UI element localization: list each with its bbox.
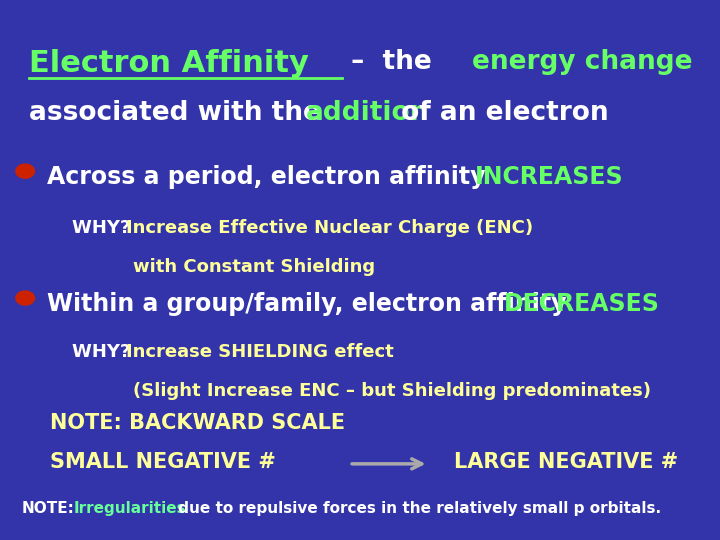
Text: Irregularities: Irregularities bbox=[73, 501, 186, 516]
Text: WHY?: WHY? bbox=[72, 219, 137, 237]
Text: WHY?: WHY? bbox=[72, 343, 137, 361]
Text: Increase SHIELDING effect: Increase SHIELDING effect bbox=[126, 343, 394, 361]
Text: Electron Affinity: Electron Affinity bbox=[29, 49, 309, 78]
Text: energy change: energy change bbox=[472, 49, 692, 75]
Text: –  the: – the bbox=[342, 49, 441, 75]
Text: of an electron: of an electron bbox=[392, 100, 609, 126]
Text: DECREASES: DECREASES bbox=[504, 292, 660, 315]
Text: NOTE: BACKWARD SCALE: NOTE: BACKWARD SCALE bbox=[50, 413, 346, 433]
Text: INCREASES: INCREASES bbox=[475, 165, 624, 188]
Text: LARGE NEGATIVE #: LARGE NEGATIVE # bbox=[454, 452, 678, 472]
Text: Increase Effective Nuclear Charge (ENC): Increase Effective Nuclear Charge (ENC) bbox=[126, 219, 533, 237]
Text: addition: addition bbox=[306, 100, 429, 126]
Text: NOTE:: NOTE: bbox=[22, 501, 74, 516]
Circle shape bbox=[16, 291, 35, 305]
Text: Within a group/family, electron affinity: Within a group/family, electron affinity bbox=[47, 292, 575, 315]
Text: SMALL NEGATIVE #: SMALL NEGATIVE # bbox=[50, 452, 276, 472]
Circle shape bbox=[16, 164, 35, 178]
Text: due to repulsive forces in the relatively small p orbitals.: due to repulsive forces in the relativel… bbox=[173, 501, 661, 516]
Text: with Constant Shielding: with Constant Shielding bbox=[133, 258, 375, 275]
Text: (Slight Increase ENC – but Shielding predominates): (Slight Increase ENC – but Shielding pre… bbox=[133, 382, 651, 400]
Text: Across a period, electron affinity: Across a period, electron affinity bbox=[47, 165, 493, 188]
Text: associated with the: associated with the bbox=[29, 100, 330, 126]
